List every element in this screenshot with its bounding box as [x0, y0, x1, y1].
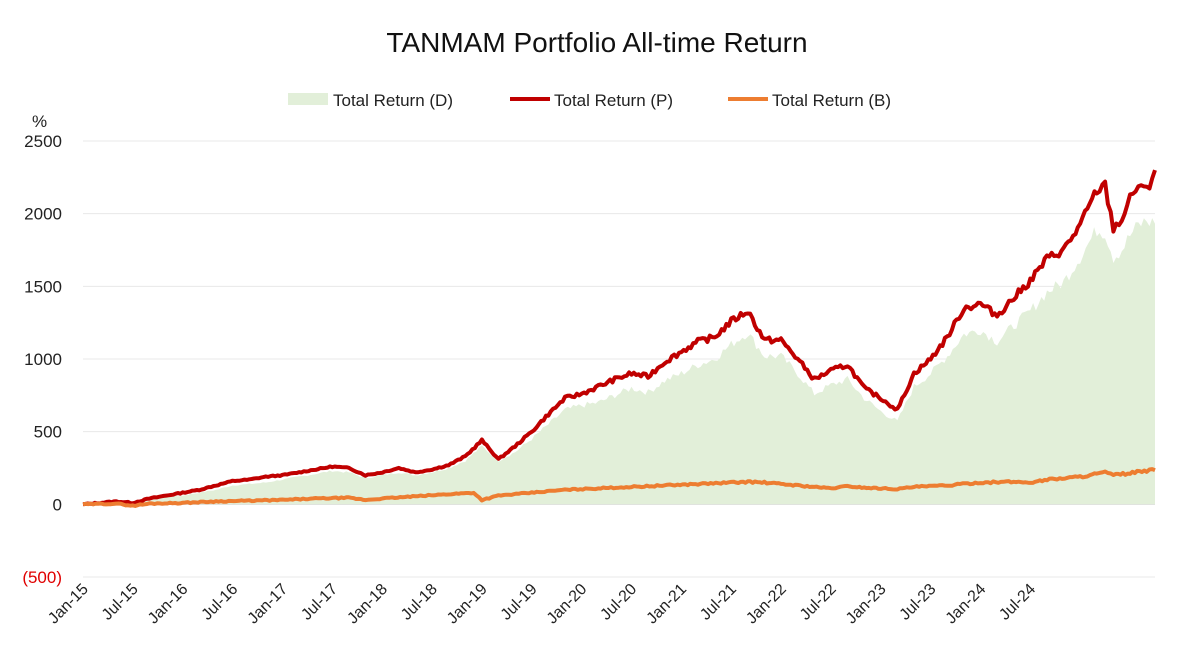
x-tick-label: Jul-24 — [996, 581, 1039, 624]
x-tick-label: Jul-23 — [897, 581, 940, 624]
x-tick-label: Jul-16 — [199, 581, 242, 624]
x-tick-label: Jul-18 — [398, 581, 441, 624]
x-tick-label: Jan-24 — [943, 581, 990, 628]
legend-label-p: Total Return (P) — [554, 91, 673, 110]
y-tick-label: 2500 — [24, 132, 62, 151]
y-tick-label: 1000 — [24, 350, 62, 369]
series-layer — [82, 169, 1157, 508]
legend-swatch-d — [288, 93, 328, 105]
legend-label-b: Total Return (B) — [772, 91, 891, 110]
x-tick-label: Jul-20 — [597, 581, 640, 624]
y-axis-label: % — [32, 112, 47, 131]
y-tick-label: 500 — [34, 423, 62, 442]
x-tick-label: Jan-20 — [544, 581, 591, 628]
series-line-b — [82, 467, 1156, 508]
series-area-d — [83, 218, 1155, 505]
x-tick-label: Jul-15 — [99, 581, 142, 624]
x-tick-label: Jul-21 — [697, 581, 740, 624]
y-tick-label: 1500 — [24, 277, 62, 296]
gridlines — [83, 140, 1155, 578]
chart-title: TANMAM Portfolio All-time Return — [386, 27, 807, 58]
x-tick-label: Jan-19 — [444, 581, 491, 628]
x-tick-label: Jan-15 — [45, 581, 92, 628]
x-tick-label: Jan-17 — [245, 581, 292, 628]
x-tick-label: Jan-22 — [743, 581, 790, 628]
x-axis-ticks: Jan-15 Jul-15 Jan-16 Jul-16 Jan-17 Jul-17 Jan-… — [45, 581, 1039, 628]
series-line-p — [82, 169, 1157, 507]
x-tick-label: Jul-17 — [298, 581, 341, 624]
legend-label-d: Total Return (D) — [333, 91, 453, 110]
y-tick-label: 2000 — [24, 205, 62, 224]
x-tick-label: Jan-23 — [843, 581, 890, 628]
x-tick-label: Jan-16 — [145, 581, 192, 628]
x-tick-label: Jul-22 — [797, 581, 840, 624]
legend: Total Return (D) Total Return (P) Total … — [288, 91, 891, 110]
y-tick-label: (500) — [22, 568, 62, 587]
y-axis-ticks: 2500 2000 1500 1000 500 0 (500) — [22, 132, 62, 587]
x-tick-label: Jan-18 — [344, 581, 391, 628]
x-tick-label: Jan-21 — [644, 581, 691, 628]
x-tick-label: Jul-19 — [498, 581, 541, 624]
y-tick-label: 0 — [53, 495, 62, 514]
